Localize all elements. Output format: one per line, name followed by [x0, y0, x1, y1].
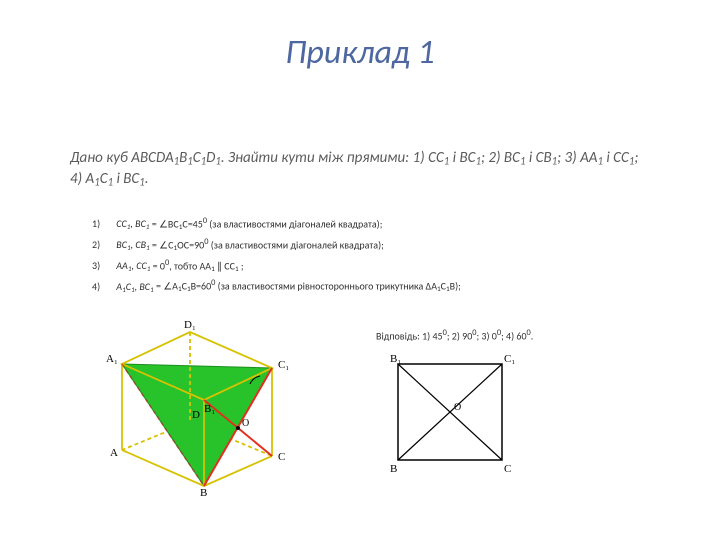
label-B: B — [390, 463, 397, 475]
t: = ∠A — [154, 280, 178, 293]
t: = ∠BC — [149, 217, 178, 230]
t: (за властивостями діагоналей квадрата); — [208, 238, 383, 251]
label-C1: C₁ — [504, 353, 515, 365]
t: ; 4) 60 — [501, 329, 526, 342]
t: ; 2) 90 — [447, 329, 472, 342]
label-A1: A₁ — [106, 353, 118, 365]
t: ∥ CC — [215, 259, 235, 272]
text: C — [100, 170, 108, 188]
solution-line-2: 2) BC1, CB1 = ∠C1OC=900 (за властивостям… — [92, 235, 628, 255]
text: ; 3) AA — [557, 149, 597, 167]
text: і BC — [113, 170, 139, 188]
label-D1: D₁ — [184, 319, 196, 331]
t: = 0 — [150, 259, 165, 272]
solution-line-1: 1) CC1, BC1 = ∠BC1C=450 (за властивостям… — [92, 214, 628, 234]
t: OC=90 — [177, 238, 204, 251]
label-C: C — [504, 463, 511, 475]
text: AA1, CC1 — [116, 259, 150, 272]
text: і CC — [603, 149, 629, 167]
text: і BC — [449, 149, 475, 167]
t: ; — [239, 259, 244, 272]
t: (за властивостями рівностороннього трику… — [215, 280, 437, 293]
t: , CC — [132, 259, 147, 272]
t: BC — [116, 238, 127, 251]
label-B: B — [200, 487, 207, 496]
t: , тобто AA — [169, 259, 211, 272]
text: CC1, BC1 — [116, 217, 149, 230]
text: A1C1, BC1 — [116, 280, 153, 293]
cube-3d-figure: A B C D A₁ B₁ C₁ D₁ O — [92, 310, 302, 496]
label-D: D — [192, 409, 200, 421]
subscript: 1 — [187, 155, 192, 168]
subscript: 1 — [174, 155, 179, 168]
label-C1: C₁ — [278, 359, 289, 371]
t: , CB — [131, 238, 146, 251]
t: B); — [450, 280, 461, 293]
t: ; 3) 0 — [477, 329, 497, 342]
square-face-figure: B₁ C₁ B C O — [376, 350, 524, 480]
t: , BC — [135, 280, 150, 293]
label-B1: B₁ — [204, 403, 215, 415]
t: B=60 — [191, 280, 212, 293]
slide-title: Приклад 1 — [0, 32, 720, 73]
text: ; 2) BC — [481, 149, 520, 167]
solution-block: 1) CC1, BC1 = ∠BC1C=450 (за властивостям… — [92, 214, 628, 297]
t: C=45 — [182, 217, 202, 230]
text: і CB — [525, 149, 551, 167]
solution-line-4: 4) A1C1, BC1 = ∠A1C1B=600 (за властивост… — [92, 276, 628, 296]
item-number: 2) — [92, 235, 114, 254]
t: (за властивостями діагоналей квадрата); — [207, 217, 382, 230]
t: . — [531, 329, 534, 342]
label-C: C — [278, 451, 285, 463]
text: . Знайти кути між прямими: 1) CC — [221, 149, 444, 167]
t: AA — [116, 259, 128, 272]
problem-statement: Дано куб ABCDA1B1C1D1. Знайти кути між п… — [70, 148, 650, 191]
item-number: 1) — [92, 214, 114, 233]
solution-line-3: 3) AA1, CC1 = 00, тобто AA1 ∥ CC1 ; — [92, 256, 628, 276]
label-O: O — [454, 402, 461, 413]
t: CC — [116, 217, 126, 230]
text: . — [145, 170, 149, 188]
text: Дано куб ABCDA — [70, 149, 174, 167]
subscript: 1 — [201, 155, 206, 168]
item-number: 4) — [92, 277, 114, 296]
t: Відповідь: 1) 45 — [376, 329, 443, 342]
item-number: 3) — [92, 256, 114, 275]
t: = ∠C — [150, 238, 174, 251]
t: , BC — [130, 217, 145, 230]
label-A: A — [110, 447, 118, 459]
text: BC1, CB1 — [116, 238, 149, 251]
label-O: O — [242, 418, 249, 429]
answer-line: Відповідь: 1) 450; 2) 900; 3) 00; 4) 600… — [376, 328, 533, 342]
label-B1: B₁ — [390, 353, 401, 365]
